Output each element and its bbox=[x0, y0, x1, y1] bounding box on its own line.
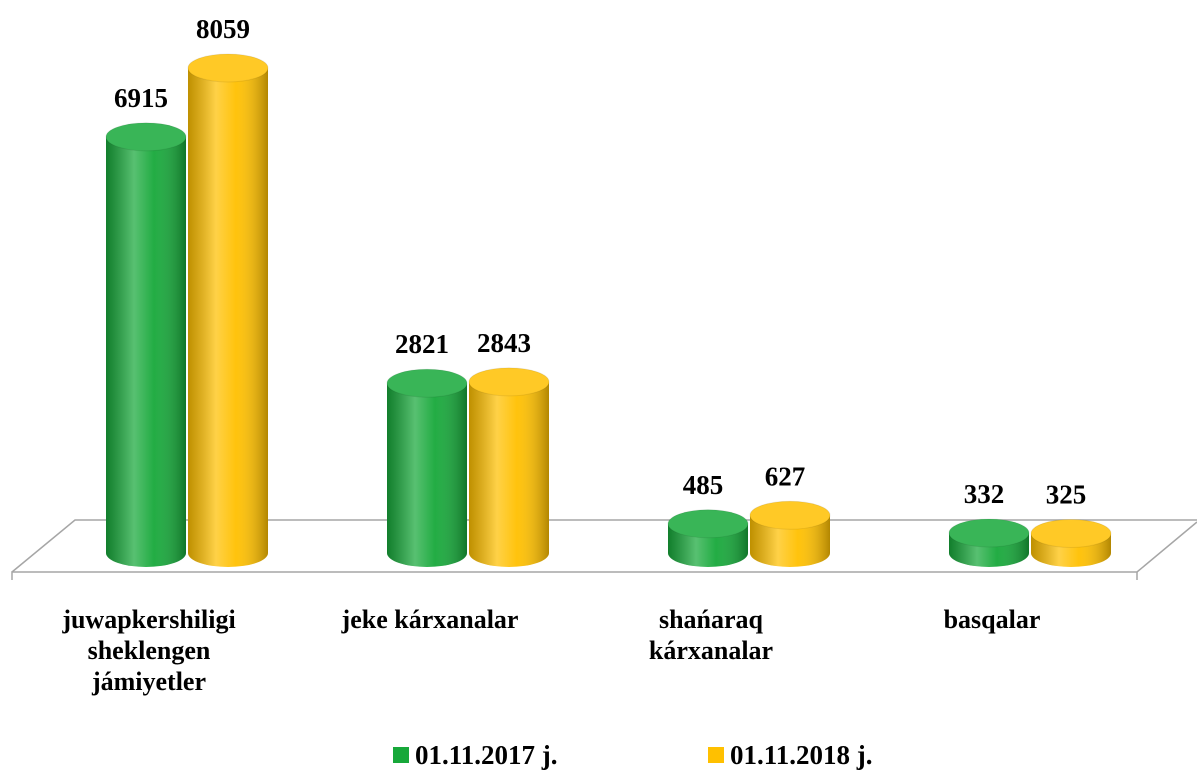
bar-top-shade bbox=[105, 122, 187, 152]
value-label: 2821 bbox=[395, 329, 449, 359]
bar-top-shade bbox=[386, 368, 468, 398]
bar-top bbox=[387, 369, 467, 398]
bar-shade bbox=[387, 383, 467, 567]
x-tick-label: juwapkershiligi sheklengen jámiyetler bbox=[62, 605, 236, 696]
bar-shade bbox=[750, 515, 830, 567]
value-label: 8059 bbox=[196, 14, 250, 44]
bar-top-shade bbox=[948, 518, 1030, 548]
legend-swatch bbox=[393, 747, 409, 763]
legend-swatch bbox=[708, 747, 724, 763]
bar-top-shade bbox=[187, 53, 269, 83]
bar-top-shade bbox=[749, 500, 831, 530]
bar-shade bbox=[188, 68, 268, 567]
value-label: 627 bbox=[765, 461, 806, 491]
value-label: 332 bbox=[964, 479, 1005, 509]
bar-top-shade bbox=[667, 509, 749, 539]
bar-top bbox=[106, 122, 186, 151]
bar-top bbox=[949, 519, 1029, 548]
legend-label: 01.11.2018 j. bbox=[730, 740, 873, 770]
x-tick-label: jeke kárxanalar bbox=[341, 605, 519, 634]
x-tick-label: shańaraq kárxanalar bbox=[648, 605, 774, 665]
bar-top bbox=[750, 501, 830, 530]
bar-shade bbox=[106, 136, 186, 568]
bar-top-shade bbox=[1030, 518, 1112, 548]
value-label: 485 bbox=[683, 470, 724, 500]
floor-front bbox=[11, 521, 1197, 580]
value-label: 325 bbox=[1046, 479, 1087, 509]
bar-top-shade bbox=[468, 367, 550, 397]
value-label: 6915 bbox=[114, 83, 168, 113]
bar-top bbox=[188, 54, 268, 82]
bar-shade bbox=[469, 381, 549, 567]
bar-top bbox=[469, 367, 549, 396]
value-label: 2843 bbox=[477, 328, 531, 358]
legend-label: 01.11.2017 j. bbox=[415, 740, 558, 770]
bar-top bbox=[668, 509, 748, 538]
x-tick-label: basqalar bbox=[943, 605, 1041, 634]
bar-top bbox=[1031, 519, 1111, 548]
